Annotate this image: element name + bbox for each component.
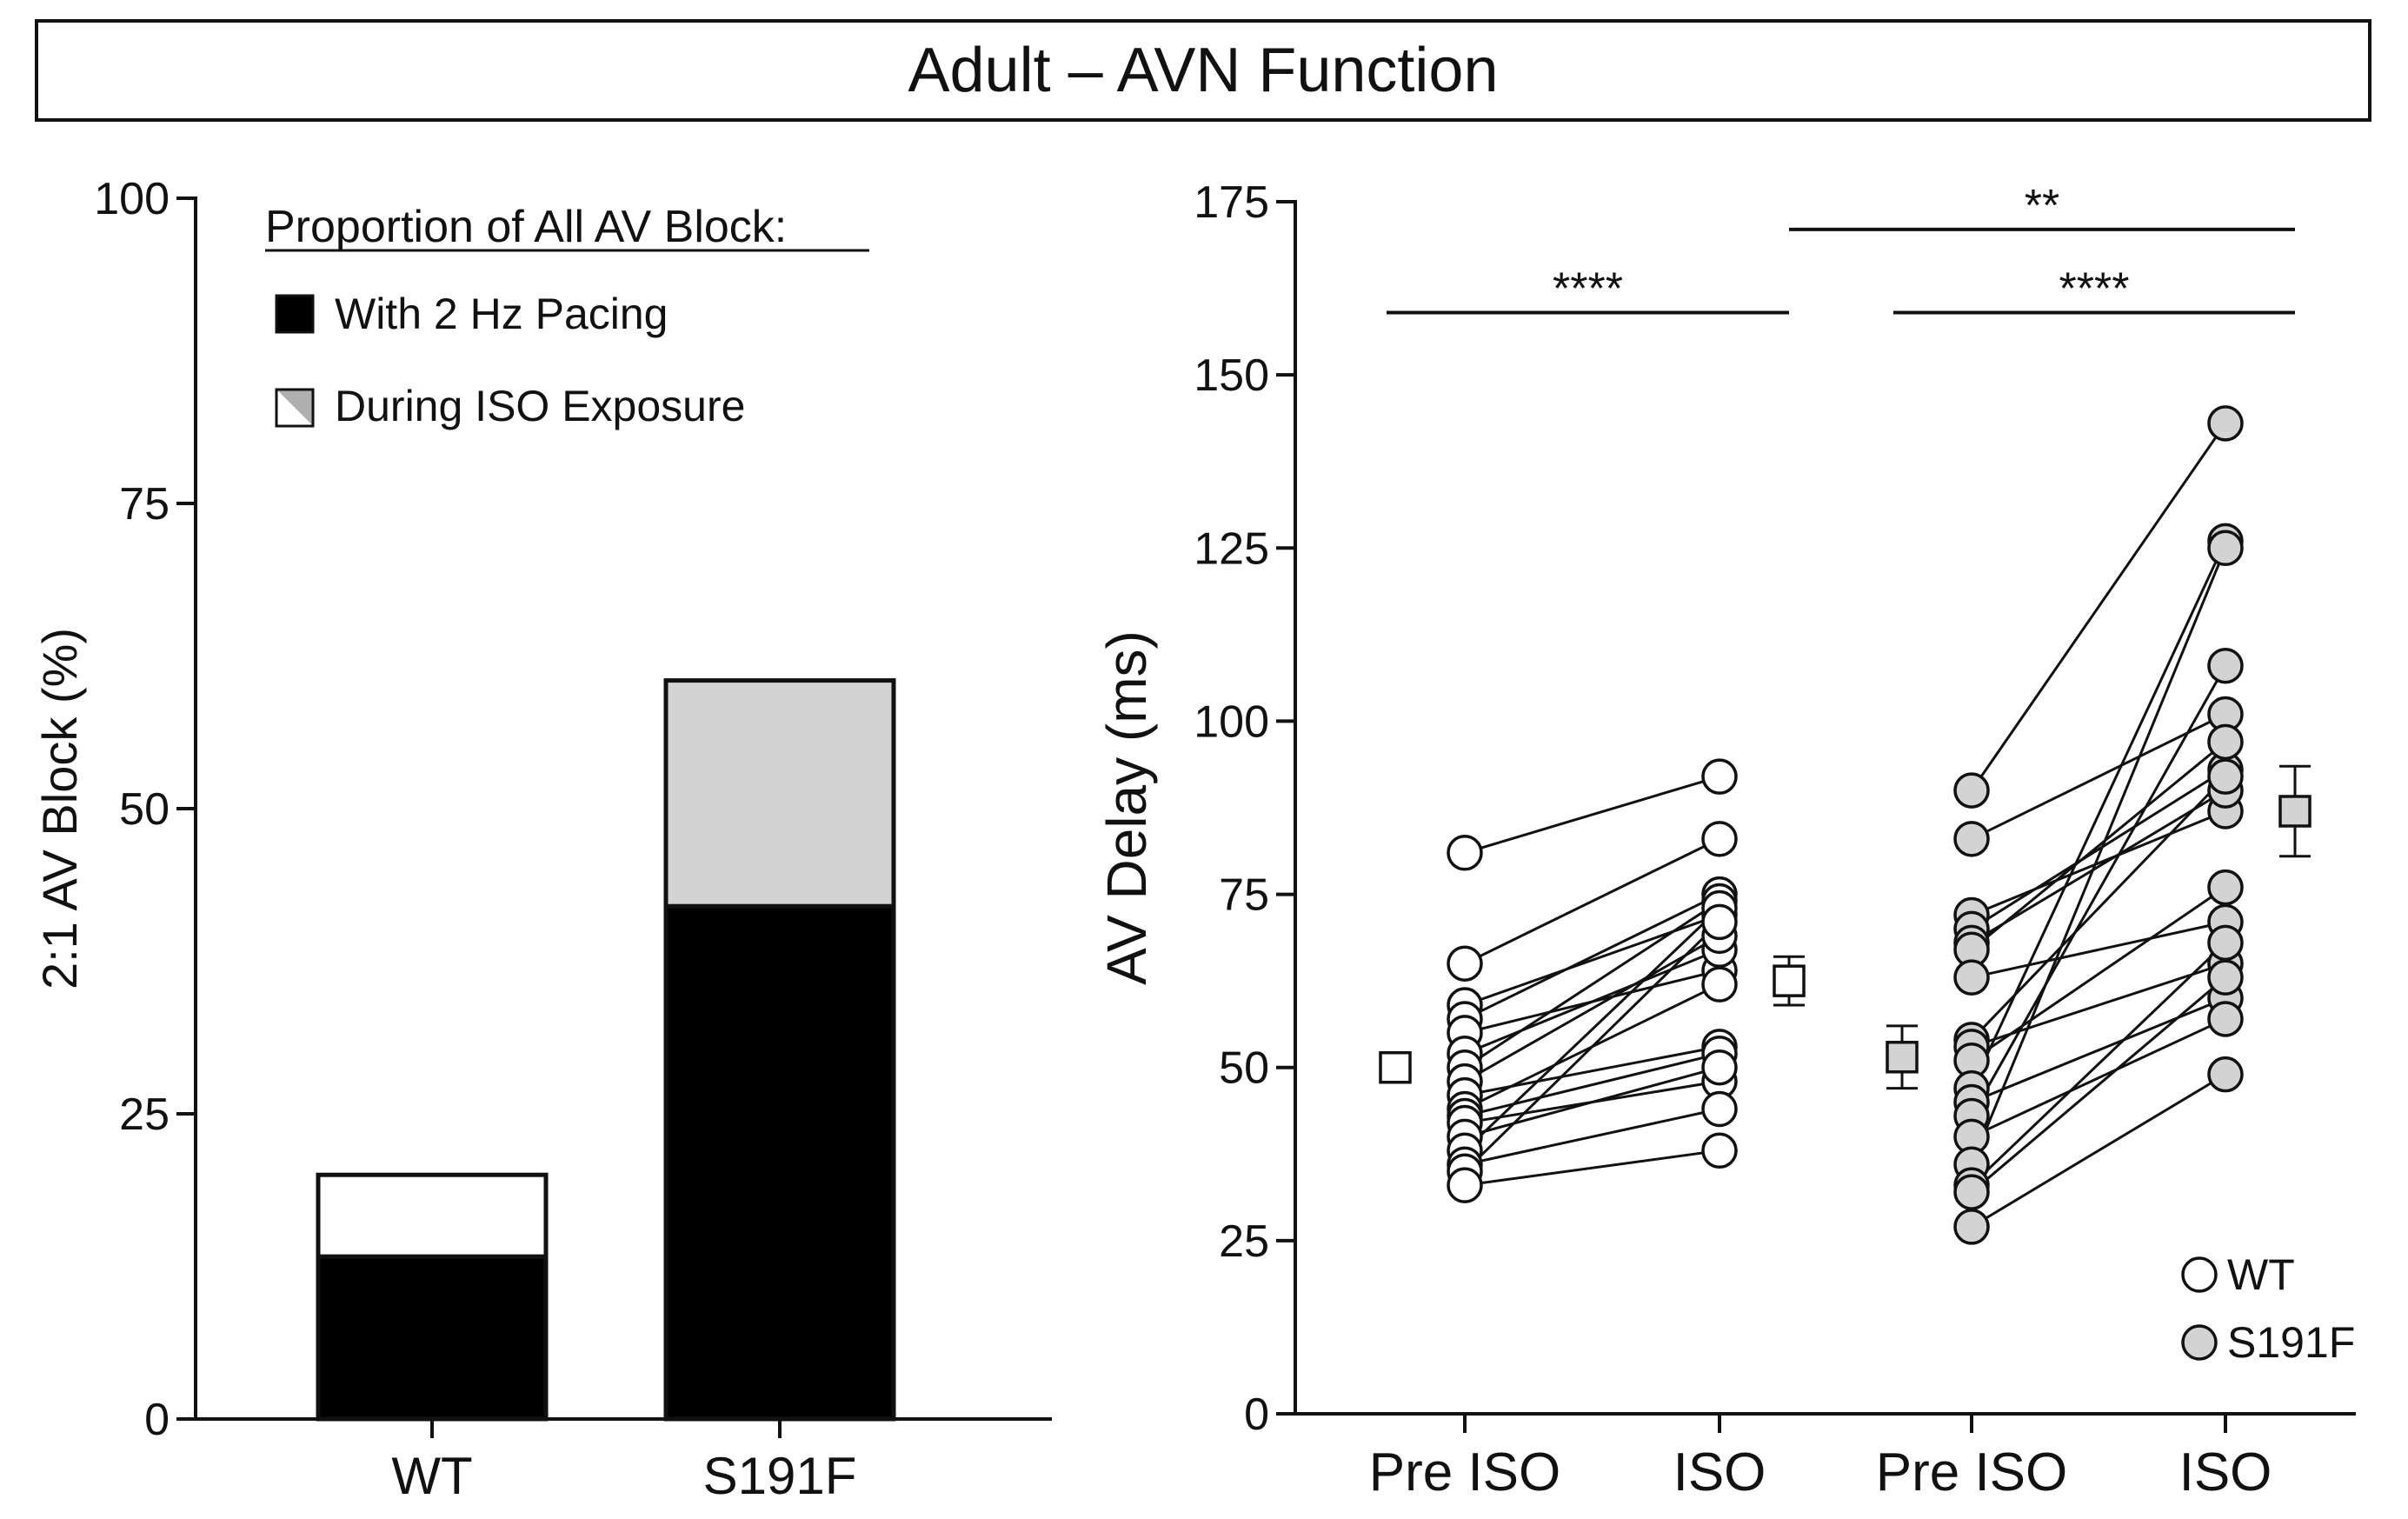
figure-title-box: Adult – AVN Function [35,19,2371,122]
pair-line-s191f [1971,920,2226,979]
y-tick-label: 50 [1219,1043,1269,1094]
pair-line-wt [1464,1108,1720,1166]
mean-marker-pre-s191f [1886,1041,1919,1074]
y-tick-label: 150 [1194,350,1269,401]
pair-line-s191f [1970,423,2227,791]
point-pre-s191f [1953,772,1990,809]
av-delay-scatter-chart: 0 25 50 75 100 125 150 175 AV Delay (ms) Pre ISO I… [1095,177,2356,1502]
y-tick-label: 25 [1219,1216,1269,1267]
pair-line-s191f [1970,547,2227,1165]
y-tick-label: 50 [119,784,170,835]
pair-line-s191f [1971,809,2226,916]
pair-line-s191f [1971,713,2226,841]
pair-line-s191f [1971,1073,2226,1229]
figure-title: Adult – AVN Function [908,36,1499,105]
legend-marker-s191f [2181,1324,2218,1361]
legend-label-s191f: S191F [2227,1318,2355,1367]
point-pre-wt [1447,945,1483,982]
pair-line-s191f [1971,996,2226,1103]
y-tick-label: 75 [119,479,170,530]
av-block-bar-chart: 0 25 50 75 100 2:1 AV Block (%) WT S191F Proport… [32,174,1052,1505]
point-iso-s191f [2207,1001,2244,1037]
point-iso-wt [1701,903,1738,941]
y-axis-label: 2:1 AV Block (%) [32,628,87,989]
y-axis-label: AV Delay (ms) [1095,630,1158,985]
point-iso-wt [1701,1090,1738,1128]
point-iso-wt [1701,1049,1738,1086]
pair-line-s191f [1970,942,2227,1187]
legend-swatch-iso [275,388,315,428]
pair-line-s191f [1971,741,2226,951]
legend-title: Proportion of All AV Block: [265,202,787,252]
point-iso-s191f [2207,647,2244,684]
point-iso-s191f [2207,1056,2244,1093]
pair-line-wt [1464,1066,1720,1138]
bar-segment-pacing-wt [316,1254,549,1422]
pair-line-wt [1464,935,1720,1083]
bar-segment-iso-wt [316,1172,549,1259]
legend-label-wt: WT [2227,1250,2295,1299]
pair-line-s191f [1971,789,2226,944]
y-tick-label: 175 [1194,177,1269,228]
x-tick-label: Pre ISO [1369,1442,1561,1502]
point-pre-s191f [1953,1174,1990,1210]
significance-label: **** [1553,263,1623,314]
pair-line-wt [1464,1052,1720,1117]
point-iso-wt [1701,1132,1738,1169]
x-tick-label: Pre ISO [1876,1442,2068,1502]
y-tick-label: 75 [1219,870,1269,921]
significance-label: **** [2059,263,2130,314]
y-tick-label: 100 [1194,696,1269,747]
x-tick-label: ISO [2179,1442,2272,1502]
pair-line-wt [1464,948,1720,1056]
point-pre-wt [1447,835,1483,871]
y-tick-label: 100 [94,174,170,224]
point-iso-s191f [2207,723,2244,761]
pair-line-s191f [1971,768,2226,930]
mean-marker-post-s191f [2278,795,2312,828]
y-tick-label: 0 [1244,1389,1269,1440]
point-iso-s191f [2207,924,2244,962]
legend-label-pacing: With 2 Hz Pacing [335,290,668,338]
point-pre-s191f [1953,821,1990,857]
bar-segment-iso-s191f [663,678,896,909]
point-iso-wt [1701,758,1738,795]
legend-swatch-pacing [275,294,315,334]
point-iso-s191f [2207,959,2244,996]
pair-line-wt [1464,1149,1720,1187]
y-tick-label: 125 [1194,523,1269,574]
pair-line-wt [1464,900,1720,1069]
pair-line-s191f [1971,886,2226,1062]
pair-line-wt [1464,837,1720,965]
pair-line-wt [1463,921,1721,1173]
x-tick-label: WT [391,1447,472,1505]
y-tick-label: 25 [119,1089,170,1140]
x-tick-label: ISO [1673,1442,1766,1502]
mean-marker-pre-wt [1379,1050,1412,1084]
point-iso-s191f [2207,530,2244,567]
legend-marker-wt [2181,1256,2218,1293]
point-pre-s191f [1953,959,1990,996]
significance-label: ** [2025,181,2059,231]
point-iso-wt [1701,966,1738,1003]
pair-line-s191f [1970,540,2227,1089]
point-iso-wt [1701,821,1738,857]
point-pre-s191f [1953,1209,1990,1245]
bar-segment-pacing-s191f [663,903,896,1422]
pair-line-s191f [1971,1017,2226,1138]
point-iso-s191f [2207,758,2244,795]
pair-line-wt [1464,775,1720,855]
x-tick-label: S191F [703,1447,857,1505]
y-tick-label: 0 [144,1395,170,1445]
point-iso-s191f [2207,869,2244,906]
pair-line-wt [1463,907,1721,1152]
point-pre-wt [1447,1167,1483,1203]
pair-line-s191f [1970,664,2227,1117]
pair-line-s191f [1971,976,2226,1194]
point-iso-s191f [2207,405,2244,442]
pair-line-wt [1464,893,1720,1021]
legend-label-iso: During ISO Exposure [335,382,745,430]
mean-marker-post-wt [1773,964,1806,997]
